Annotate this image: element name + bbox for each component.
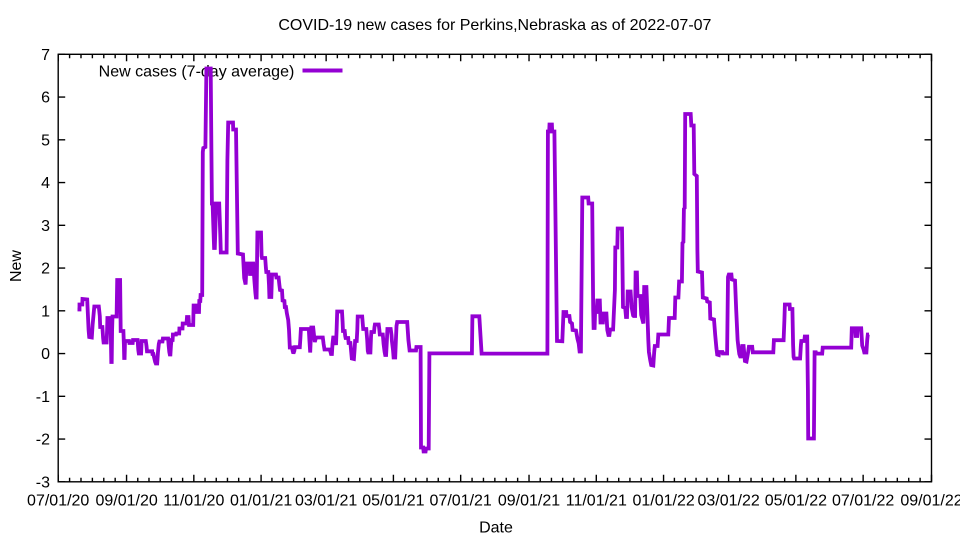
svg-text:09/01/20: 09/01/20 [95, 493, 157, 510]
svg-text:5: 5 [41, 132, 50, 149]
svg-text:Date: Date [479, 520, 513, 537]
svg-text:03/01/21: 03/01/21 [295, 493, 357, 510]
svg-text:05/01/21: 05/01/21 [362, 493, 424, 510]
svg-text:New: New [8, 250, 25, 282]
svg-text:6: 6 [41, 90, 50, 107]
svg-text:1: 1 [41, 303, 50, 320]
svg-text:11/01/20: 11/01/20 [163, 493, 224, 510]
svg-text:01/01/22: 01/01/22 [632, 493, 694, 510]
svg-text:01/01/21: 01/01/21 [230, 493, 292, 510]
svg-text:07/01/22: 07/01/22 [832, 493, 894, 510]
svg-text:07/01/20: 07/01/20 [27, 493, 89, 510]
svg-text:07/01/21: 07/01/21 [430, 493, 492, 510]
svg-text:2: 2 [41, 261, 50, 278]
svg-text:-3: -3 [36, 474, 50, 491]
svg-text:4: 4 [41, 175, 50, 192]
svg-text:03/01/22: 03/01/22 [697, 493, 759, 510]
svg-text:0: 0 [41, 346, 50, 363]
svg-text:09/01/21: 09/01/21 [498, 493, 560, 510]
svg-text:COVID-19 new cases for Perkins: COVID-19 new cases for Perkins,Nebraska … [278, 17, 711, 34]
svg-text:-2: -2 [36, 432, 50, 449]
svg-text:05/01/22: 05/01/22 [765, 493, 827, 510]
svg-text:11/01/21: 11/01/21 [566, 493, 627, 510]
svg-text:3: 3 [41, 218, 50, 235]
svg-text:New cases (7-day average): New cases (7-day average) [99, 64, 295, 81]
svg-text:7: 7 [41, 47, 50, 64]
svg-text:09/01/22: 09/01/22 [900, 493, 960, 510]
svg-text:-1: -1 [36, 389, 50, 406]
